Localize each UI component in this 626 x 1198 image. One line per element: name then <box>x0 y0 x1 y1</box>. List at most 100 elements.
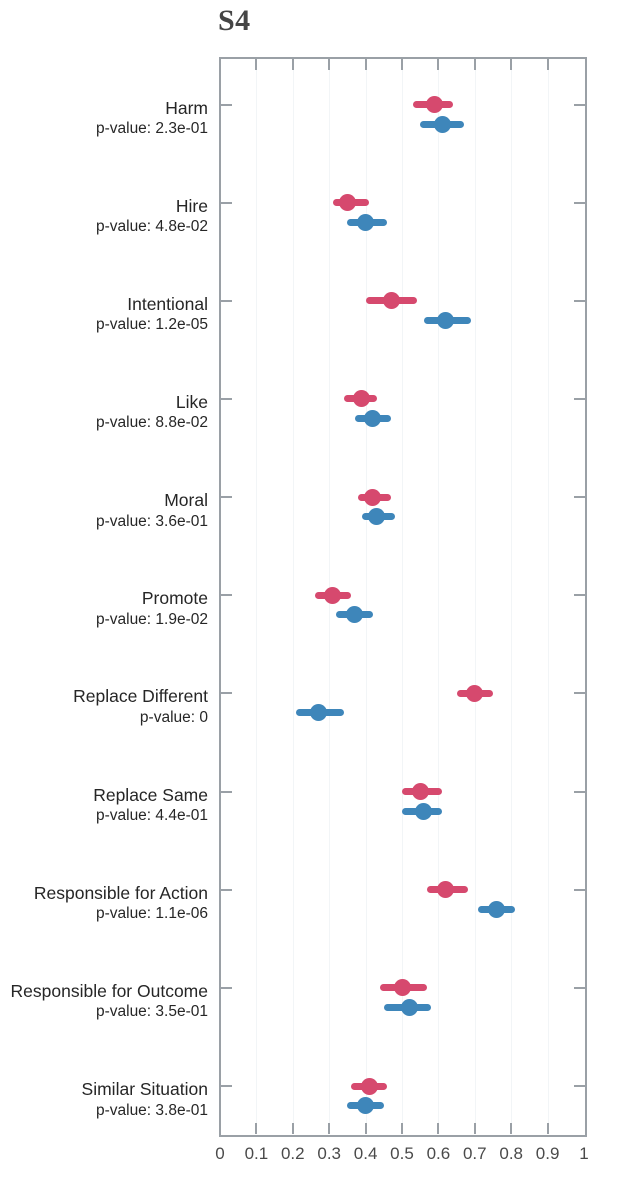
y-axis-tick-right <box>574 397 585 400</box>
y-axis-tick-left <box>221 201 232 204</box>
x-tick-label: 0 <box>215 1144 225 1163</box>
x-tick-label: 0.3 <box>317 1144 341 1163</box>
gridline <box>474 59 476 1134</box>
gridline <box>511 59 513 1134</box>
blue-point <box>357 1097 375 1114</box>
category-label: Like <box>175 391 208 412</box>
x-axis-tick-bottom <box>437 1123 440 1134</box>
chart-title: S4 <box>218 4 251 37</box>
y-axis-tick-left <box>221 692 232 695</box>
x-tick-label: 0.7 <box>462 1144 487 1163</box>
y-axis-tick-left <box>221 594 232 597</box>
pink-point <box>437 881 455 899</box>
y-axis-tick-left <box>221 986 232 989</box>
x-axis-tick-top <box>364 59 367 70</box>
p-value-label: p-value: 1.1e-06 <box>95 905 208 923</box>
gridline <box>256 59 258 1134</box>
p-value-label: p-value: 3.8e-01 <box>95 1101 208 1119</box>
blue-point <box>357 213 375 231</box>
x-tick-label: 0.4 <box>353 1144 378 1163</box>
x-tick-label: 1 <box>579 1144 589 1163</box>
x-axis-tick-bottom <box>546 1123 549 1134</box>
x-tick-label: 0.2 <box>280 1144 305 1163</box>
x-axis-tick-top <box>401 59 403 70</box>
x-tick-label: 0.6 <box>426 1144 451 1163</box>
pink-point <box>411 783 429 801</box>
gridline <box>438 59 440 1134</box>
p-value-label: p-value: 1.9e-02 <box>95 610 208 628</box>
gridline <box>292 59 294 1134</box>
y-axis-tick-left <box>221 397 232 400</box>
pink-point <box>338 194 356 212</box>
category-label: Responsible for Outcome <box>10 980 208 1001</box>
y-axis-tick-left <box>221 888 232 891</box>
pink-point <box>364 488 382 506</box>
pink-point <box>393 979 411 997</box>
x-axis-tick-top <box>473 59 476 70</box>
blue-point <box>309 704 327 722</box>
p-value-label: p-value: 8.8e-02 <box>95 414 208 432</box>
y-axis-tick-left <box>221 1085 232 1087</box>
p-value-label: p-value: 1.2e-05 <box>95 316 208 334</box>
y-axis-tick-left <box>221 103 232 106</box>
x-axis-tick-top <box>510 59 513 70</box>
gridline <box>547 59 549 1134</box>
pink-point <box>466 684 484 702</box>
blue-point <box>368 508 386 526</box>
p-value-label: p-value: 3.6e-01 <box>95 512 208 530</box>
y-axis-tick-right <box>574 201 585 204</box>
y-axis-tick-left <box>221 496 232 499</box>
p-value-label: p-value: 3.5e-01 <box>95 1003 208 1021</box>
y-axis-tick-right <box>574 888 585 891</box>
x-axis-tick-bottom <box>255 1123 258 1134</box>
x-axis-tick-bottom <box>510 1123 513 1134</box>
x-axis-tick-bottom <box>473 1123 476 1134</box>
category-label: Replace Different <box>73 686 208 707</box>
y-axis-tick-right <box>574 986 585 989</box>
blue-point <box>364 409 382 427</box>
category-label: Similar Situation <box>81 1079 208 1099</box>
x-tick-label: 0.1 <box>244 1144 269 1163</box>
x-axis-tick-bottom <box>291 1123 294 1134</box>
x-tick-label: 0.9 <box>535 1144 560 1163</box>
y-axis-tick-right <box>574 299 585 302</box>
pink-point <box>426 96 444 113</box>
category-label: Promote <box>141 588 208 609</box>
pink-point <box>360 1077 378 1095</box>
p-value-label: p-value: 4.4e-01 <box>95 807 208 825</box>
pink-point <box>382 292 400 310</box>
y-axis-tick-left <box>221 790 232 793</box>
plot-area <box>219 57 587 1137</box>
x-axis-tick-top <box>546 59 549 70</box>
y-axis-tick-right <box>574 1085 585 1087</box>
y-axis-tick-right <box>574 692 585 695</box>
p-value-label: p-value: 0 <box>139 708 208 726</box>
x-tick-label: 0.5 <box>390 1144 414 1163</box>
y-axis-tick-right <box>574 594 585 597</box>
y-axis-tick-left <box>221 299 232 302</box>
category-label: Replace Same <box>93 784 208 805</box>
blue-point <box>415 802 433 820</box>
x-axis-tick-bottom <box>364 1123 367 1134</box>
pink-point <box>353 390 371 408</box>
category-label: Responsible for Action <box>33 882 208 903</box>
y-axis-tick-right <box>574 790 585 793</box>
blue-point <box>433 115 451 133</box>
gridline <box>402 59 403 1134</box>
x-axis-tick-top <box>291 59 294 70</box>
y-axis-tick-right <box>574 496 585 499</box>
category-label: Hire <box>175 195 208 216</box>
x-axis-tick-top <box>437 59 440 70</box>
y-axis-tick-right <box>574 103 585 106</box>
x-axis-tick-bottom <box>328 1123 331 1134</box>
blue-point <box>488 900 506 918</box>
p-value-label: p-value: 2.3e-01 <box>95 120 208 137</box>
category-label: Intentional <box>127 293 208 314</box>
category-label: Harm <box>165 97 208 118</box>
blue-point <box>437 311 455 329</box>
category-label: Moral <box>164 490 208 511</box>
blue-point <box>400 998 418 1016</box>
p-value-label: p-value: 4.8e-02 <box>95 218 208 236</box>
blue-point <box>346 606 364 624</box>
